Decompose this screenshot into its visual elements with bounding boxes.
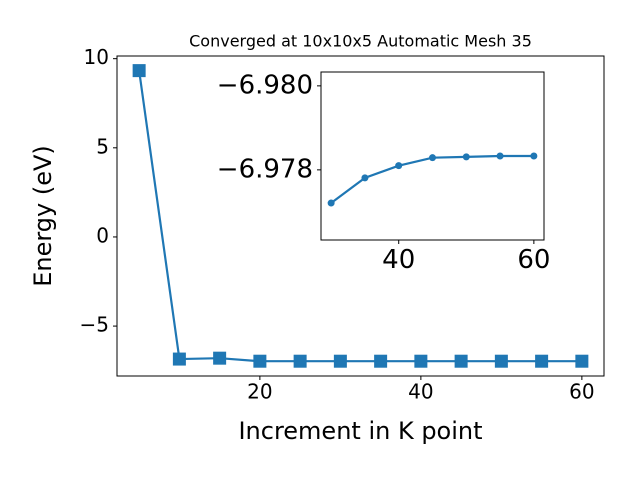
series-line — [138, 70, 582, 363]
x-tick-label: 40 — [382, 245, 415, 275]
marker — [414, 354, 428, 368]
y-axis-label: Energy (eV) — [29, 145, 57, 287]
marker — [213, 351, 227, 365]
x-tick-label: 60 — [517, 245, 550, 275]
marker — [172, 352, 186, 366]
x-tick-label: 40 — [408, 380, 433, 404]
marker — [395, 162, 403, 170]
marker — [429, 154, 436, 162]
marker — [361, 174, 369, 182]
x-tick-label: 60 — [569, 380, 594, 404]
marker — [462, 153, 470, 161]
y-tick-label: −6.980 — [217, 70, 313, 100]
y-tick-label: −5 — [80, 313, 109, 337]
marker — [530, 152, 538, 160]
axes-frame — [320, 71, 545, 241]
axes-frame — [116, 55, 605, 377]
marker — [293, 354, 307, 368]
y-tick-label: 0 — [96, 223, 109, 247]
marker — [496, 152, 504, 160]
marker — [454, 354, 468, 368]
marker — [575, 354, 589, 368]
marker — [494, 354, 508, 368]
y-tick-label: 10 — [84, 45, 109, 69]
marker — [327, 199, 335, 207]
x-tick-label: 20 — [247, 380, 272, 404]
chart-title: Converged at 10x10x5 Automatic Mesh 35 — [189, 32, 532, 51]
marker — [333, 354, 347, 368]
marker — [253, 354, 267, 368]
y-tick-label: 5 — [96, 134, 109, 158]
marker — [374, 354, 388, 368]
x-axis-label: Increment in K point — [238, 417, 482, 445]
marker — [535, 354, 549, 368]
marker — [132, 64, 146, 78]
y-tick-label: −6.978 — [217, 154, 313, 184]
